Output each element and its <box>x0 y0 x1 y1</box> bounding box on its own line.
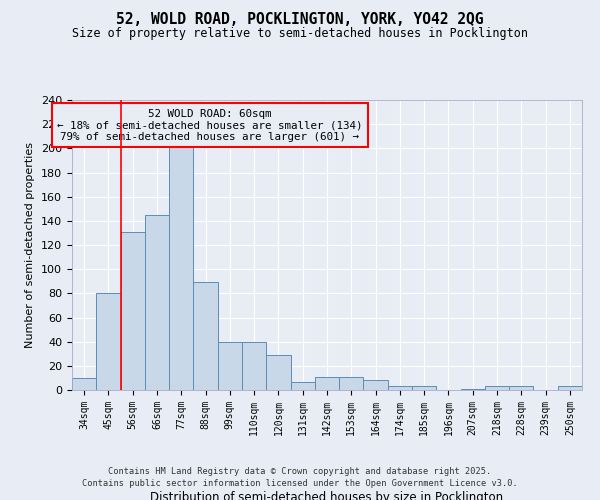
Y-axis label: Number of semi-detached properties: Number of semi-detached properties <box>25 142 35 348</box>
Text: Contains HM Land Registry data © Crown copyright and database right 2025.
Contai: Contains HM Land Registry data © Crown c… <box>82 466 518 487</box>
Bar <box>290 382 315 390</box>
Text: 52 WOLD ROAD: 60sqm
← 18% of semi-detached houses are smaller (134)
79% of semi-: 52 WOLD ROAD: 60sqm ← 18% of semi-detach… <box>57 108 362 142</box>
Bar <box>145 215 169 390</box>
Bar <box>558 386 582 390</box>
Bar <box>315 376 339 390</box>
X-axis label: Distribution of semi-detached houses by size in Pocklington: Distribution of semi-detached houses by … <box>151 490 503 500</box>
Bar <box>169 147 193 390</box>
Bar <box>218 342 242 390</box>
Bar <box>339 376 364 390</box>
Bar <box>485 386 509 390</box>
Bar <box>364 380 388 390</box>
Bar <box>72 378 96 390</box>
Text: 52, WOLD ROAD, POCKLINGTON, YORK, YO42 2QG: 52, WOLD ROAD, POCKLINGTON, YORK, YO42 2… <box>116 12 484 28</box>
Bar <box>461 389 485 390</box>
Bar <box>388 386 412 390</box>
Bar <box>96 294 121 390</box>
Bar <box>266 355 290 390</box>
Bar <box>242 342 266 390</box>
Bar <box>509 386 533 390</box>
Bar <box>193 282 218 390</box>
Bar <box>412 386 436 390</box>
Bar <box>121 232 145 390</box>
Text: Size of property relative to semi-detached houses in Pocklington: Size of property relative to semi-detach… <box>72 28 528 40</box>
